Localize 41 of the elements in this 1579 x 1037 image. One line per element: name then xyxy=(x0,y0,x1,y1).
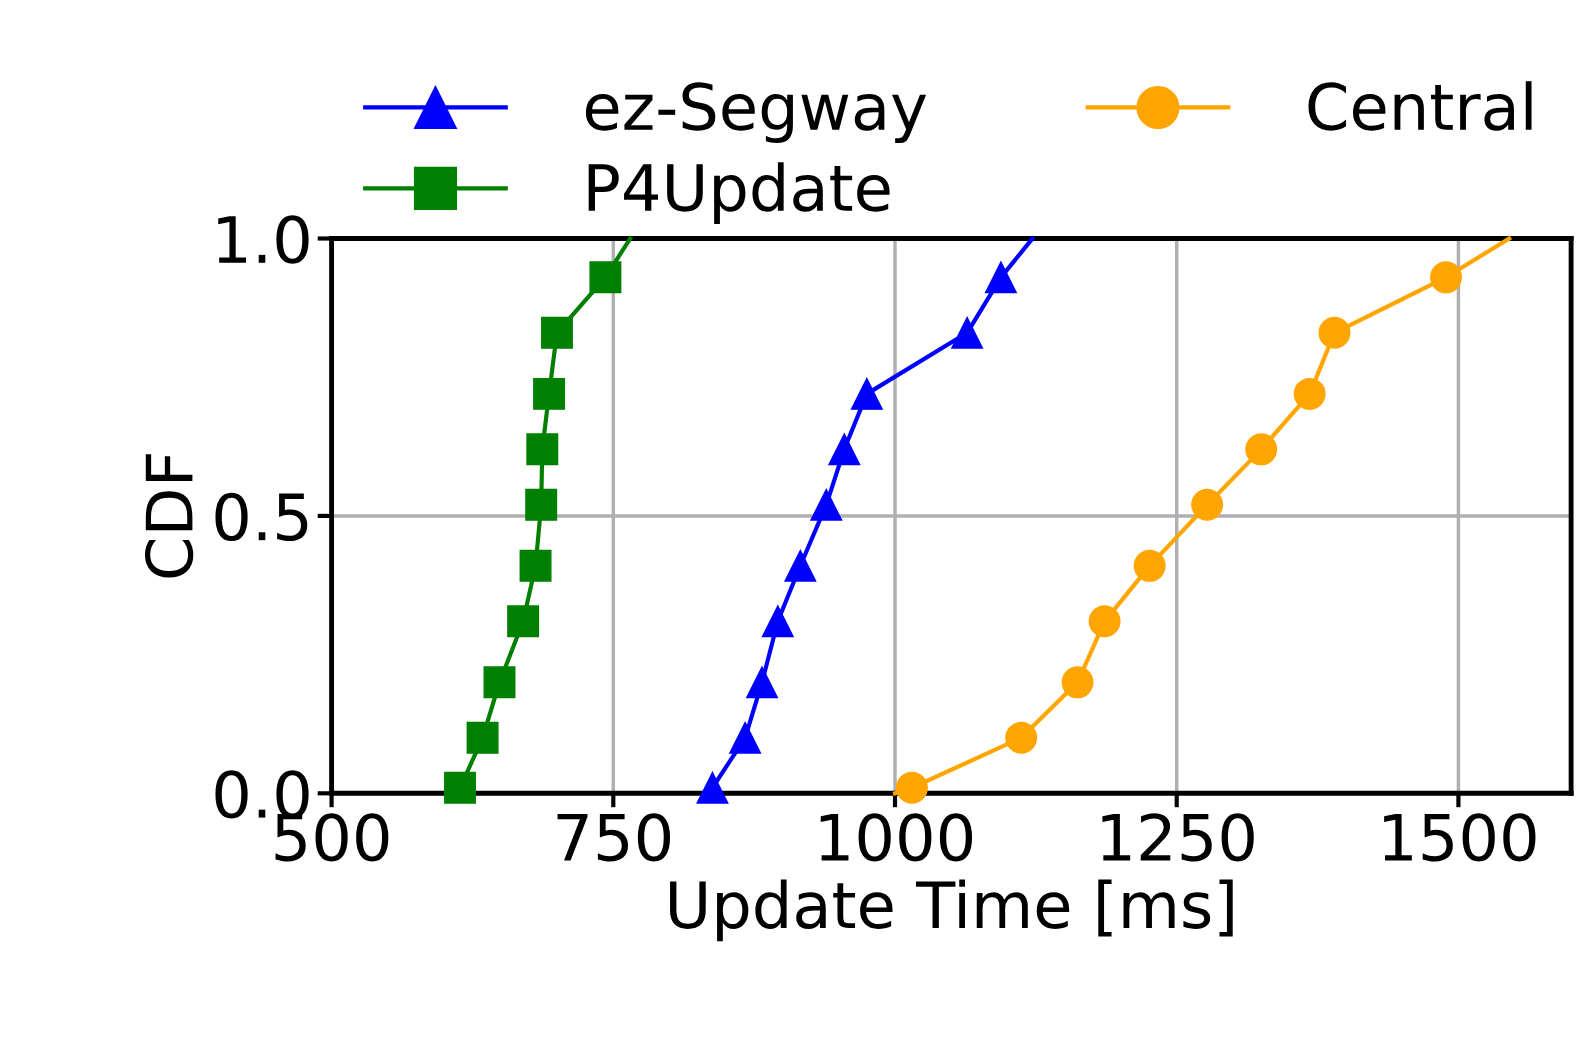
point xyxy=(1005,721,1038,754)
point xyxy=(483,666,516,699)
point xyxy=(784,549,817,582)
point xyxy=(729,721,762,754)
point xyxy=(761,605,794,638)
legend-label: Central xyxy=(1308,81,1532,131)
y-axis-title: CDF xyxy=(144,454,194,578)
point xyxy=(850,377,883,410)
y-tick-label: 0.5 xyxy=(215,492,308,542)
point xyxy=(507,605,540,638)
point xyxy=(696,771,729,804)
point xyxy=(1191,488,1224,521)
point xyxy=(895,771,928,804)
point xyxy=(1430,261,1463,294)
point xyxy=(1245,433,1278,466)
y-tick-label: 1.0 xyxy=(218,215,309,264)
point xyxy=(746,666,779,699)
point xyxy=(984,261,1017,294)
point xyxy=(589,261,622,294)
x-tick-label: 1500 xyxy=(1384,813,1536,862)
point xyxy=(1293,377,1326,410)
point xyxy=(1088,605,1121,638)
point xyxy=(525,488,558,521)
x-tick-label: 750 xyxy=(557,813,671,862)
x-axis-title: Update Time [ms] xyxy=(670,879,1233,942)
point xyxy=(951,316,984,349)
point xyxy=(828,433,861,466)
point xyxy=(444,771,477,804)
point xyxy=(466,721,499,754)
point xyxy=(810,488,843,521)
point xyxy=(526,433,559,466)
point xyxy=(533,377,566,410)
point xyxy=(1061,666,1094,699)
x-tick-label: 1000 xyxy=(820,813,973,862)
legend-label: ez-Segway xyxy=(585,82,927,144)
x-tick-label: 1250 xyxy=(1102,813,1254,862)
point xyxy=(540,316,573,349)
point xyxy=(1318,316,1351,349)
point xyxy=(1133,549,1166,582)
point xyxy=(519,549,552,582)
legend-label: P4Update xyxy=(588,162,890,225)
